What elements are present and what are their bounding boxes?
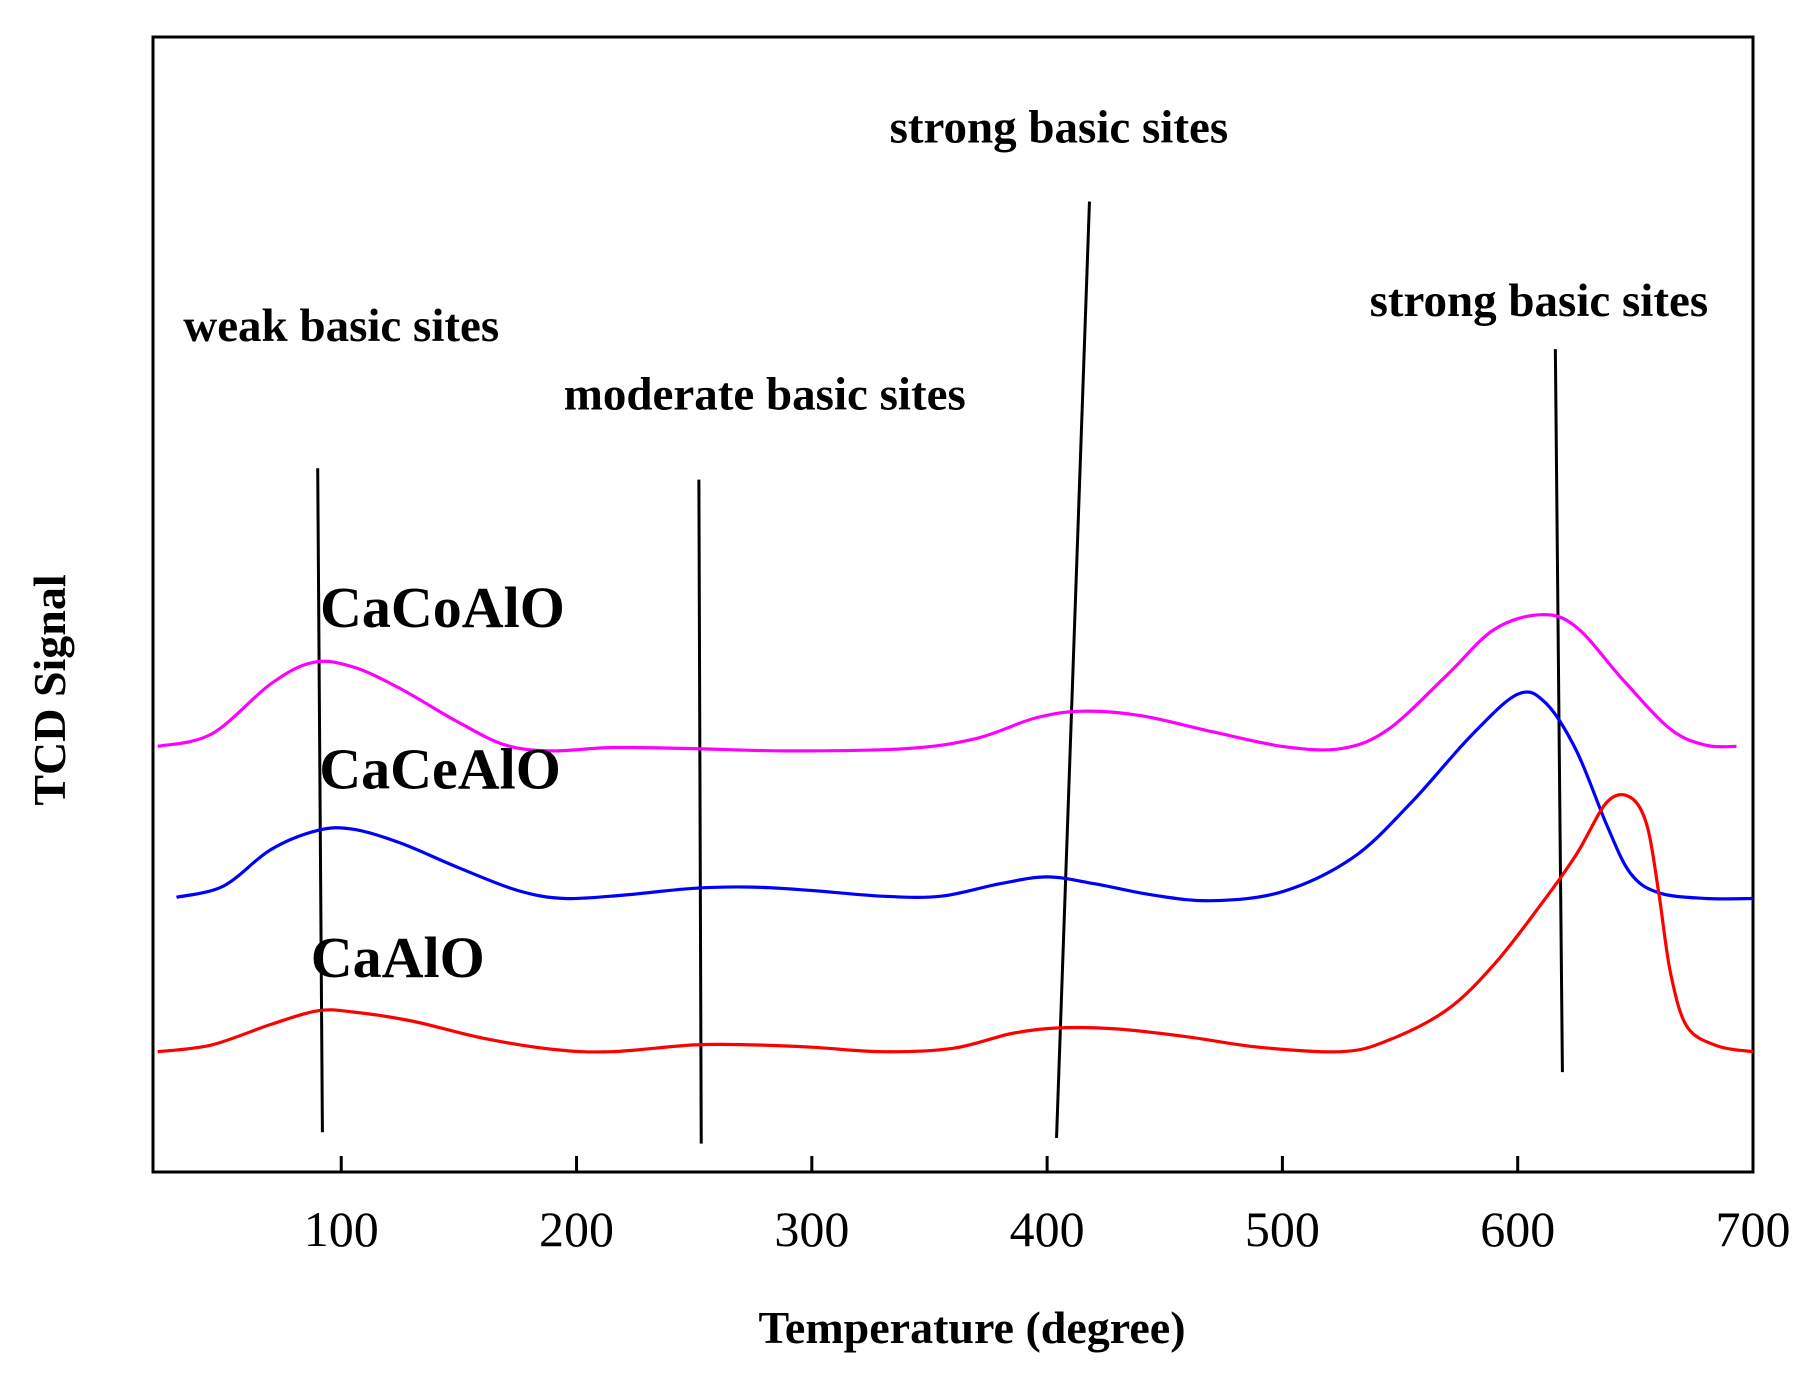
series-line-cacoalo xyxy=(157,613,1737,753)
x-tick-label-200: 200 xyxy=(539,1201,614,1257)
x-tick-label-300: 300 xyxy=(774,1201,849,1257)
reference-line-2 xyxy=(697,479,703,1144)
x-axis: 100 200 300 400 500 600 700 xyxy=(304,1156,1791,1257)
reference-line-4 xyxy=(1553,349,1564,1073)
x-tick-label-100: 100 xyxy=(304,1201,379,1257)
annotation-4: strong basic sites xyxy=(1370,275,1709,327)
y-axis-title: TCD Signal xyxy=(24,574,75,805)
series-label-cacoalo: CaCoAlO xyxy=(320,575,565,640)
x-tick-label-700: 700 xyxy=(1716,1201,1791,1257)
annotation-3: strong basic sites xyxy=(890,102,1229,154)
series-label-cacealo: CaCeAlO xyxy=(319,736,561,801)
x-axis-title: Temperature (degree) xyxy=(758,1302,1185,1353)
series-labels: CaCoAlO CaCeAlO CaAlO xyxy=(311,575,565,990)
plot-frame xyxy=(151,35,1755,1174)
x-tick-label-600: 600 xyxy=(1480,1201,1555,1257)
reference-line-3 xyxy=(1055,201,1091,1139)
annotation-1: weak basic sites xyxy=(183,300,499,352)
reference-lines xyxy=(316,201,1564,1144)
series-label-caalo: CaAlO xyxy=(311,925,485,990)
series-layer xyxy=(157,613,1754,1054)
x-tick-label-400: 400 xyxy=(1010,1201,1085,1257)
annotation-2: moderate basic sites xyxy=(564,368,966,420)
reference-line-1 xyxy=(316,468,324,1133)
series-line-caalo xyxy=(157,793,1754,1054)
series-line-cacealo xyxy=(176,690,1754,903)
annotations: weak basic sites moderate basic sites stro… xyxy=(183,102,1708,421)
x-tick-label-500: 500 xyxy=(1245,1201,1320,1257)
